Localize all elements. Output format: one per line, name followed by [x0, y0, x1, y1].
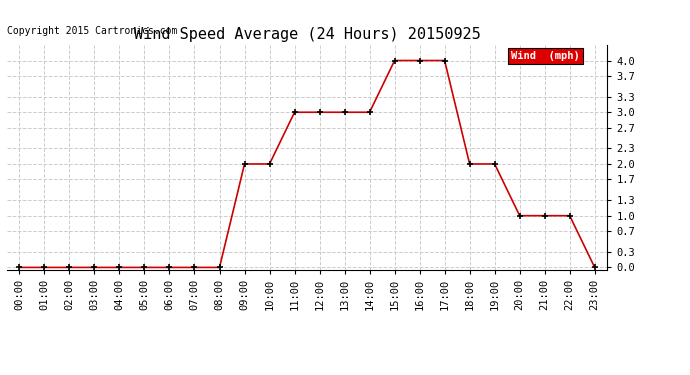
Title: Wind Speed Average (24 Hours) 20150925: Wind Speed Average (24 Hours) 20150925	[134, 27, 480, 42]
Text: Copyright 2015 Cartronics.com: Copyright 2015 Cartronics.com	[7, 26, 177, 36]
Text: Wind  (mph): Wind (mph)	[511, 51, 580, 61]
